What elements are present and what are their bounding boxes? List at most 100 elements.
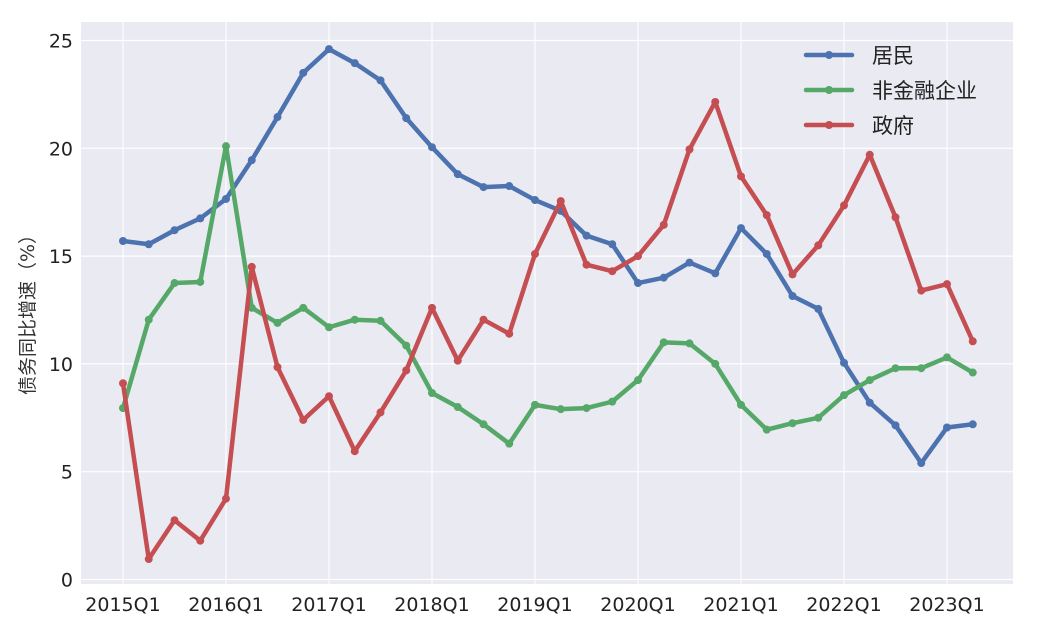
y-tick-label: 25	[49, 31, 73, 53]
series-2	[119, 97, 977, 564]
data-point	[505, 439, 514, 448]
data-point	[737, 224, 745, 233]
data-point	[170, 226, 179, 235]
legend-swatch-marker	[825, 51, 833, 59]
y-axis-label: 债务同比增速（%）	[17, 225, 39, 395]
series-layer	[119, 45, 977, 564]
legend-item: 非金融企业	[803, 79, 977, 103]
y-axis-ticks: 0 5 10 15 20 25	[49, 31, 73, 592]
data-point	[814, 304, 823, 313]
data-point	[453, 356, 462, 365]
data-point	[968, 337, 977, 346]
data-point	[685, 339, 694, 348]
data-point	[299, 303, 308, 312]
data-point	[273, 318, 282, 327]
data-point	[788, 291, 797, 300]
x-tick-label: 2016Q1	[188, 594, 263, 616]
data-point	[222, 494, 230, 503]
y-tick-label: 0	[61, 570, 73, 592]
data-point	[608, 397, 617, 406]
data-point	[428, 303, 436, 312]
data-point	[865, 376, 874, 385]
data-point	[634, 252, 642, 261]
data-point	[144, 315, 153, 324]
series-0	[119, 45, 977, 468]
legend-label: 居民	[872, 44, 914, 68]
data-point	[505, 182, 514, 191]
data-point	[556, 197, 565, 206]
data-point	[428, 389, 436, 398]
x-tick-label: 2020Q1	[600, 594, 675, 616]
series-line	[120, 99, 975, 562]
x-gridlines	[122, 22, 948, 584]
data-point	[170, 516, 179, 525]
data-point	[814, 413, 823, 422]
data-point	[762, 425, 771, 434]
data-point	[376, 408, 385, 417]
data-point	[144, 555, 153, 564]
data-point	[119, 237, 127, 246]
legend-label: 政府	[872, 114, 914, 138]
data-point	[247, 262, 256, 271]
data-point	[479, 183, 488, 192]
data-point	[917, 459, 926, 468]
data-point	[840, 391, 848, 400]
legend-swatch-marker	[825, 121, 833, 129]
data-point	[325, 392, 333, 401]
data-point	[196, 214, 205, 223]
data-point	[943, 353, 951, 362]
data-point	[634, 376, 642, 385]
data-point	[479, 315, 488, 324]
data-point	[453, 403, 462, 412]
data-point	[247, 156, 256, 165]
data-point	[273, 113, 282, 122]
data-point	[505, 329, 514, 338]
data-point	[840, 358, 848, 367]
x-tick-label: 2015Q1	[85, 594, 160, 616]
data-point	[840, 201, 848, 210]
legend-item: 政府	[803, 114, 914, 138]
data-point	[325, 45, 333, 54]
y-tick-label: 10	[49, 354, 73, 376]
data-point	[222, 194, 230, 203]
x-tick-label: 2018Q1	[394, 594, 469, 616]
data-point	[968, 420, 977, 429]
data-point	[762, 249, 771, 258]
data-point	[788, 419, 797, 428]
x-tick-label: 2019Q1	[497, 594, 572, 616]
data-point	[968, 368, 977, 377]
data-point	[814, 241, 823, 250]
data-point	[788, 270, 797, 279]
data-point	[582, 404, 591, 413]
data-point	[685, 145, 694, 154]
data-point	[531, 249, 539, 258]
data-point	[762, 211, 771, 220]
data-point	[144, 240, 153, 249]
legend-swatch-marker	[825, 86, 833, 94]
y-gridlines	[81, 39, 1013, 581]
data-point	[273, 363, 282, 372]
y-tick-label: 5	[61, 462, 73, 484]
data-point	[891, 213, 900, 222]
data-point	[556, 405, 565, 414]
series-line	[120, 46, 975, 466]
legend-label: 非金融企业	[872, 79, 977, 103]
data-point	[325, 323, 333, 332]
data-point	[402, 114, 411, 123]
data-point	[196, 277, 205, 286]
data-point	[376, 316, 385, 325]
data-point	[737, 400, 745, 409]
data-point	[634, 279, 642, 288]
data-point	[170, 279, 179, 288]
data-point	[299, 415, 308, 424]
data-point	[453, 170, 462, 179]
data-point	[350, 315, 359, 324]
data-point	[659, 338, 668, 347]
data-point	[917, 286, 926, 295]
data-point	[350, 59, 359, 68]
x-tick-label: 2017Q1	[291, 594, 366, 616]
data-point	[891, 364, 900, 373]
data-point	[376, 76, 385, 85]
